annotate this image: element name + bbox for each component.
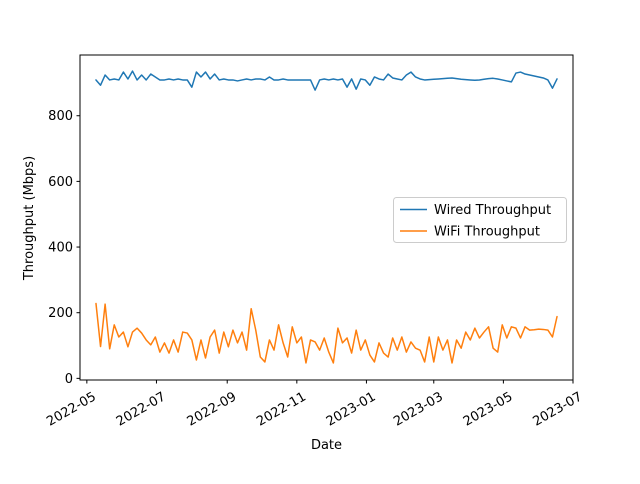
- legend-box: [393, 197, 567, 243]
- y-tick-label: 200: [48, 306, 73, 321]
- y-tick-label: 0: [65, 372, 73, 387]
- x-tick-label: 2022-09: [185, 389, 240, 429]
- wifi-throughput-line: [95, 302, 558, 364]
- legend: Wired Throughput WiFi Throughput: [393, 197, 567, 243]
- y-tick-label: 600: [48, 175, 73, 190]
- x-tick-label: 2022-11: [254, 389, 309, 429]
- x-tick-label: 2022-05: [44, 389, 99, 429]
- x-tick-label: 2023-01: [324, 389, 379, 429]
- x-tick-label: 2022-07: [114, 389, 169, 429]
- x-tick-label: 2023-07: [530, 389, 585, 429]
- x-tick-label: 2023-05: [461, 389, 516, 429]
- y-tick-label: 800: [48, 109, 73, 124]
- legend-label-wifi: WiFi Throughput: [434, 225, 540, 240]
- x-axis-label: Date: [311, 438, 342, 453]
- y-tick-label: 400: [48, 241, 73, 256]
- legend-label-wired: Wired Throughput: [434, 203, 551, 218]
- x-tick-label: 2023-03: [391, 389, 446, 429]
- series-lines: [95, 70, 558, 364]
- y-axis-label: Throughput (Mbps): [22, 156, 37, 281]
- wired-throughput-line: [95, 70, 558, 91]
